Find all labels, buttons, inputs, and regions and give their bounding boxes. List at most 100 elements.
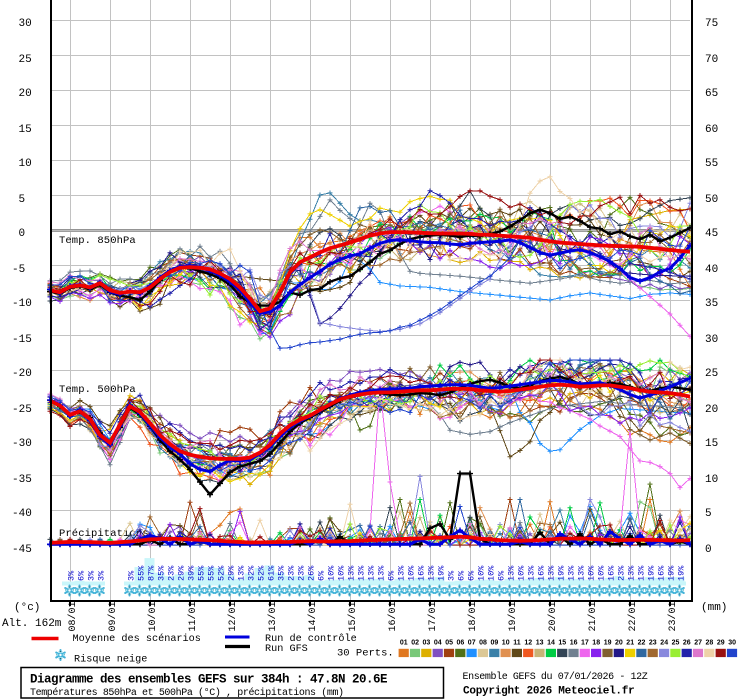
svg-text:13%: 13% [577,565,587,581]
svg-text:5: 5 [705,508,712,520]
svg-text:19%: 19% [647,565,657,581]
svg-text:19/01: 19/01 [507,601,519,631]
svg-text:30 Perts.: 30 Perts. [337,648,394,660]
svg-text:5: 5 [19,194,26,206]
svg-text:10%: 10% [487,565,497,581]
svg-text:Alt. 162m: Alt. 162m [2,618,62,630]
svg-text:Diagramme des ensembles GEFS s: Diagramme des ensembles GEFS sur 384h : … [30,673,387,687]
svg-text:14/01: 14/01 [307,601,319,631]
svg-text:23%: 23% [167,565,177,581]
svg-text:10%: 10% [587,565,597,581]
svg-text:32%: 32% [247,565,257,581]
svg-text:13%: 13% [507,565,517,581]
svg-text:15/01: 15/01 [347,601,359,631]
svg-text:Run GFS: Run GFS [265,644,308,655]
svg-text:01: 01 [400,640,408,647]
svg-text:-40: -40 [12,508,32,520]
svg-text:-35: -35 [12,474,32,486]
svg-text:61%: 61% [267,565,277,581]
svg-text:65: 65 [705,88,718,100]
svg-text:55%: 55% [197,565,207,581]
svg-text:10%: 10% [327,565,337,581]
svg-text:35%: 35% [157,565,167,581]
svg-text:16%: 16% [537,565,547,581]
svg-text:55%: 55% [137,565,147,581]
svg-text:13/01: 13/01 [267,601,279,631]
svg-text:3%: 3% [127,570,137,581]
svg-text:23: 23 [649,640,657,647]
svg-text:45: 45 [705,228,718,240]
svg-text:18: 18 [592,640,600,647]
svg-text:29%: 29% [227,565,237,581]
svg-text:40: 40 [705,264,718,276]
svg-text:04: 04 [434,640,442,647]
svg-text:-25: -25 [12,404,32,416]
svg-text:23%: 23% [297,565,307,581]
svg-text:39%: 39% [187,565,197,581]
svg-text:-20: -20 [12,368,32,380]
svg-text:10%: 10% [337,565,347,581]
svg-text:05: 05 [445,640,453,647]
svg-text:17: 17 [581,640,589,647]
svg-text:23%: 23% [287,565,297,581]
svg-text:Ensemble GEFS du 07/01/2026 -: Ensemble GEFS du 07/01/2026 - 12Z [463,671,648,683]
svg-text:70: 70 [705,54,718,66]
svg-text:20/01: 20/01 [547,601,559,631]
svg-text:87%: 87% [147,565,157,581]
svg-text:23/01: 23/01 [667,601,679,631]
svg-text:17/01: 17/01 [427,601,439,631]
svg-text:13: 13 [536,640,544,647]
svg-text:06: 06 [457,640,465,647]
svg-text:13%: 13% [527,565,537,581]
svg-text:6%: 6% [467,570,477,581]
svg-text:-30: -30 [12,438,32,450]
svg-text:15: 15 [19,124,32,136]
svg-text:Copyright 2026 Meteociel.fr: Copyright 2026 Meteociel.fr [463,686,634,698]
svg-text:Températures 850hPa et 500hPa: Températures 850hPa et 500hPa (°C) , pré… [30,687,344,699]
svg-text:Risque neige: Risque neige [74,654,147,666]
svg-text:19: 19 [604,640,612,647]
svg-text:10: 10 [705,474,718,486]
svg-text:(mm): (mm) [701,602,727,614]
svg-text:75: 75 [705,18,718,30]
svg-text:20: 20 [19,88,32,100]
svg-text:Run de contrôle: Run de contrôle [265,633,357,645]
svg-text:50: 50 [705,194,718,206]
svg-text:18/01: 18/01 [467,601,479,631]
svg-text:30: 30 [705,334,718,346]
svg-text:11/01: 11/01 [187,601,199,631]
svg-text:-5: -5 [12,264,25,276]
svg-text:28: 28 [706,640,714,647]
svg-text:12/01: 12/01 [227,601,239,631]
svg-text:20: 20 [615,640,623,647]
svg-text:25: 25 [705,368,718,380]
svg-text:30: 30 [728,640,736,647]
svg-text:29%: 29% [177,565,187,581]
svg-text:10%: 10% [477,565,487,581]
svg-text:03: 03 [423,640,431,647]
svg-text:26%: 26% [307,565,317,581]
svg-text:Temp. 850hPa: Temp. 850hPa [59,235,136,247]
svg-text:10%: 10% [407,565,417,581]
svg-text:09/01: 09/01 [107,601,119,631]
svg-text:08/01: 08/01 [67,601,79,631]
svg-text:13%: 13% [357,565,367,581]
svg-text:13%: 13% [567,565,577,581]
svg-text:6%: 6% [77,570,87,581]
svg-text:23%: 23% [617,565,627,581]
svg-text:-15: -15 [12,334,32,346]
svg-text:Moyenne des scénarios: Moyenne des scénarios [73,633,201,645]
svg-text:12: 12 [524,640,532,647]
svg-text:26: 26 [683,640,691,647]
svg-text:11: 11 [513,640,521,647]
svg-text:3%: 3% [447,570,457,581]
svg-text:13%: 13% [547,565,557,581]
svg-text:15: 15 [558,640,566,647]
svg-text:52%: 52% [257,565,267,581]
svg-text:Temp. 500hPa: Temp. 500hPa [59,384,136,396]
svg-text:13%: 13% [637,565,647,581]
svg-text:16%: 16% [657,565,667,581]
svg-text:0: 0 [705,544,712,556]
svg-text:08: 08 [479,640,487,647]
svg-text:0: 0 [19,228,26,240]
